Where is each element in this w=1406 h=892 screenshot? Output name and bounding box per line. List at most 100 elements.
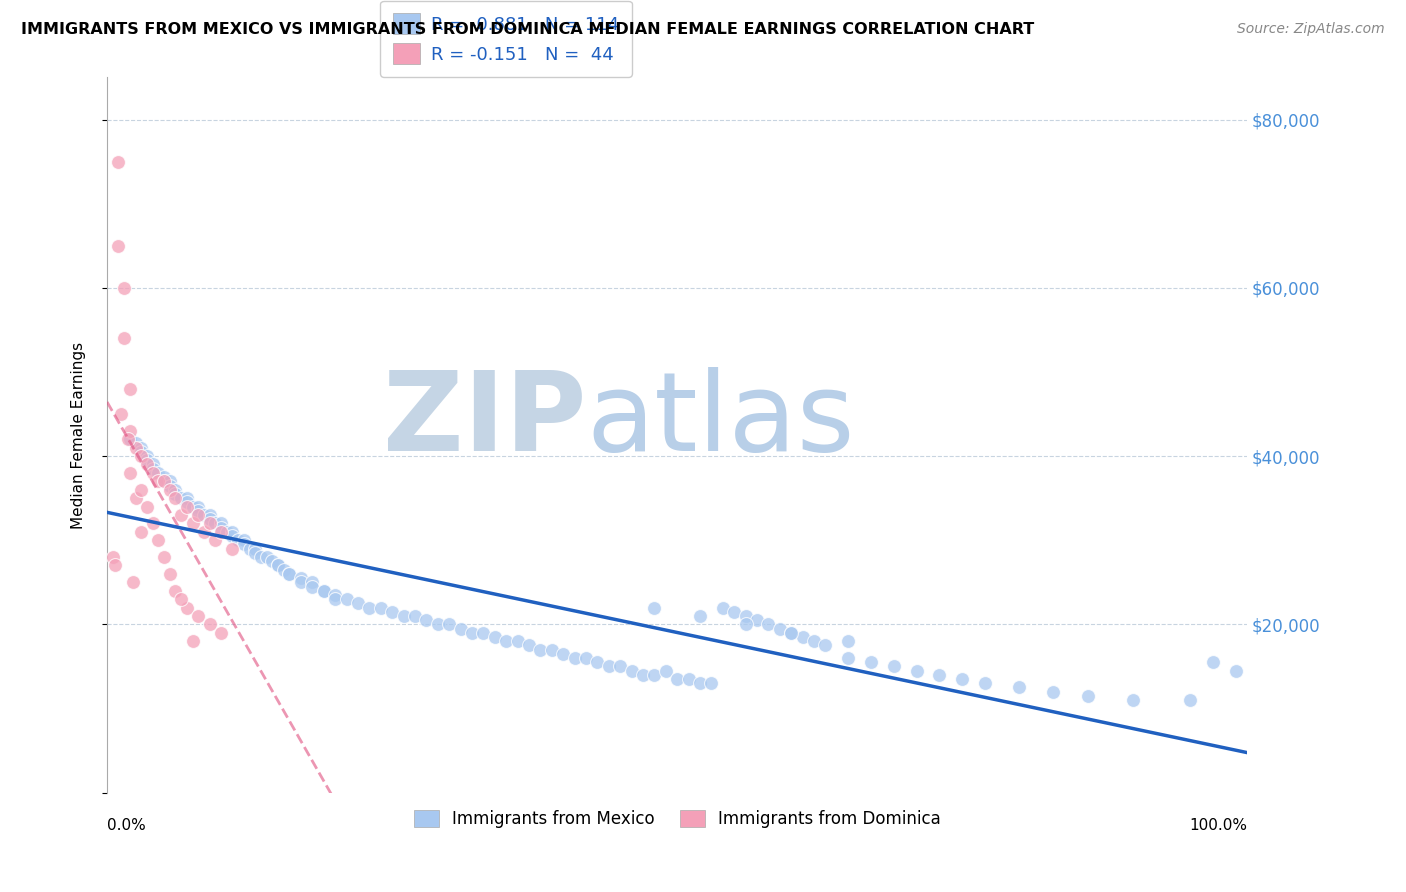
Point — [689, 676, 711, 690]
Point — [107, 238, 129, 252]
Legend: Immigrants from Mexico, Immigrants from Dominica: Immigrants from Mexico, Immigrants from … — [406, 803, 948, 834]
Point — [928, 668, 950, 682]
Point — [209, 625, 232, 640]
Point — [122, 575, 145, 590]
Point — [112, 281, 135, 295]
Point — [540, 642, 562, 657]
Point — [232, 533, 254, 548]
Text: Source: ZipAtlas.com: Source: ZipAtlas.com — [1237, 22, 1385, 37]
Point — [232, 537, 254, 551]
Point — [666, 672, 689, 686]
Point — [620, 664, 643, 678]
Point — [609, 659, 631, 673]
Point — [1008, 681, 1031, 695]
Point — [181, 500, 204, 514]
Point — [129, 483, 152, 497]
Point — [517, 639, 540, 653]
Point — [631, 668, 654, 682]
Point — [262, 554, 284, 568]
Point — [136, 449, 159, 463]
Point — [245, 546, 267, 560]
Point — [689, 609, 711, 624]
Point — [129, 445, 152, 459]
Point — [148, 466, 170, 480]
Point — [129, 524, 152, 539]
Point — [301, 580, 323, 594]
Point — [575, 651, 598, 665]
Point — [273, 563, 295, 577]
Point — [506, 634, 529, 648]
Point — [700, 676, 723, 690]
Point — [159, 566, 181, 581]
Point — [209, 516, 232, 531]
Text: ZIP: ZIP — [382, 368, 586, 475]
Point — [170, 491, 193, 505]
Point — [769, 622, 792, 636]
Point — [598, 659, 620, 673]
Point — [198, 617, 221, 632]
Point — [221, 529, 243, 543]
Point — [256, 550, 278, 565]
Point — [148, 475, 170, 489]
Point — [176, 600, 198, 615]
Point — [176, 500, 198, 514]
Point — [323, 592, 346, 607]
Point — [1122, 693, 1144, 707]
Point — [165, 487, 187, 501]
Point — [104, 558, 127, 573]
Point — [101, 550, 124, 565]
Point — [187, 508, 209, 522]
Point — [1077, 689, 1099, 703]
Point — [193, 508, 215, 522]
Point — [529, 642, 551, 657]
Point — [415, 613, 437, 627]
Point — [153, 470, 176, 484]
Point — [176, 491, 198, 505]
Point — [124, 491, 146, 505]
Text: atlas: atlas — [586, 368, 855, 475]
Point — [153, 550, 176, 565]
Point — [381, 605, 404, 619]
Point — [837, 651, 859, 665]
Text: IMMIGRANTS FROM MEXICO VS IMMIGRANTS FROM DOMINICA MEDIAN FEMALE EARNINGS CORREL: IMMIGRANTS FROM MEXICO VS IMMIGRANTS FRO… — [21, 22, 1035, 37]
Point — [187, 500, 209, 514]
Point — [392, 609, 415, 624]
Point — [118, 424, 141, 438]
Point — [426, 617, 449, 632]
Point — [209, 520, 232, 534]
Point — [193, 524, 215, 539]
Point — [136, 500, 159, 514]
Point — [110, 407, 132, 421]
Point — [780, 625, 803, 640]
Point — [780, 625, 803, 640]
Point — [1180, 693, 1202, 707]
Text: 100.0%: 100.0% — [1189, 818, 1247, 833]
Point — [404, 609, 426, 624]
Point — [124, 436, 146, 450]
Point — [859, 655, 882, 669]
Point — [883, 659, 905, 673]
Point — [159, 478, 181, 492]
Point — [176, 495, 198, 509]
Point — [198, 508, 221, 522]
Point — [215, 524, 238, 539]
Point — [950, 672, 973, 686]
Point — [159, 475, 181, 489]
Point — [187, 504, 209, 518]
Point — [461, 625, 484, 640]
Point — [723, 605, 745, 619]
Point — [312, 583, 335, 598]
Point — [734, 617, 756, 632]
Point — [107, 154, 129, 169]
Point — [221, 524, 243, 539]
Text: 0.0%: 0.0% — [107, 818, 146, 833]
Point — [142, 461, 165, 475]
Point — [129, 449, 152, 463]
Point — [437, 617, 460, 632]
Point — [711, 600, 734, 615]
Point — [198, 512, 221, 526]
Point — [301, 575, 323, 590]
Point — [586, 655, 609, 669]
Point — [278, 566, 301, 581]
Point — [117, 432, 139, 446]
